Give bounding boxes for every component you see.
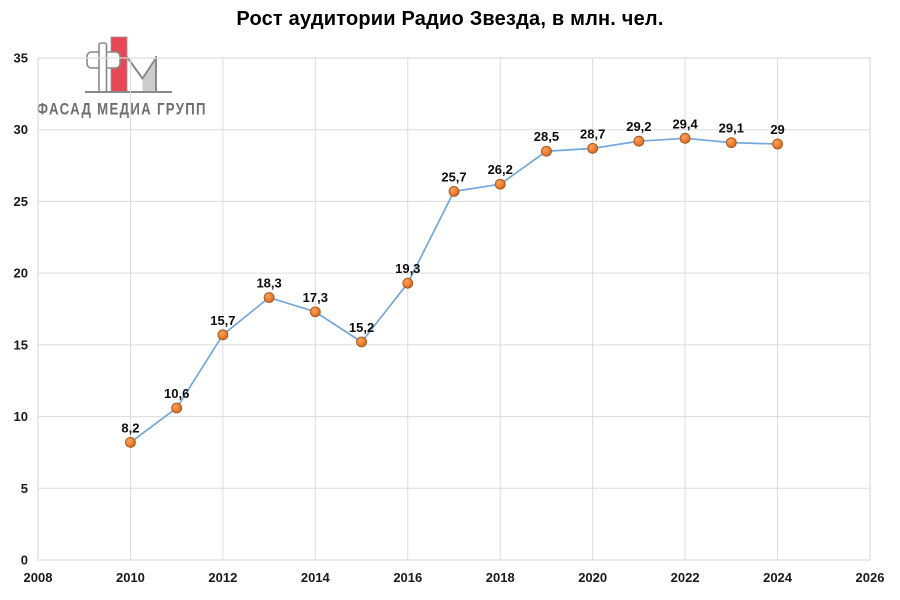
logo-fm-monogram-icon xyxy=(85,36,172,93)
chart-title: Рост аудитории Радио Звезда, в млн. чел. xyxy=(236,8,664,30)
data-point-label: 10,6 xyxy=(164,386,189,401)
plot-border xyxy=(37,57,871,561)
y-tick-label: 10 xyxy=(14,409,28,424)
x-axis-tick-labels: 2008 2010 2012 2014 2016 2018 2020 2022 2024 2026 xyxy=(24,570,885,585)
data-point-marker xyxy=(587,142,599,154)
data-point-label: 29,1 xyxy=(719,121,744,136)
logo: ФАСАД МЕДИА ГРУПП xyxy=(0,0,230,130)
data-point-marker xyxy=(217,329,229,341)
y-tick-label: 25 xyxy=(14,194,28,209)
x-tick-label: 2018 xyxy=(486,570,515,585)
x-tick-label: 2008 xyxy=(24,570,53,585)
data-point-label: 15,2 xyxy=(349,320,374,335)
x-tick-label: 2016 xyxy=(393,570,422,585)
data-point-marker xyxy=(171,402,183,414)
data-point-label: 29,2 xyxy=(626,119,651,134)
logo-wordmark: ФАСАД МЕДИА ГРУПП xyxy=(36,100,207,119)
x-tick-label: 2010 xyxy=(116,570,145,585)
data-point-label: 8,2 xyxy=(121,420,139,435)
y-tick-label: 0 xyxy=(21,553,28,568)
data-point-label: 17,3 xyxy=(303,290,328,305)
data-point-marker xyxy=(679,132,691,144)
data-point-marker xyxy=(263,292,275,303)
y-tick-label: 20 xyxy=(14,266,28,281)
y-tick-label: 5 xyxy=(21,481,28,496)
data-point-label: 26,2 xyxy=(488,162,513,177)
data-point-marker xyxy=(633,135,645,147)
data-point-marker xyxy=(356,336,367,348)
data-point-marker xyxy=(725,137,737,149)
data-point-marker xyxy=(448,185,460,197)
data-point-label: 25,7 xyxy=(441,169,466,184)
data-labels: 8,2 10,6 15,7 18,3 17,3 15,2 19,3 25,7 26,2 28,5 2… xyxy=(121,116,784,435)
logo-m-strokes xyxy=(126,56,157,92)
data-point-marker xyxy=(402,277,414,289)
data-point-marker xyxy=(125,436,136,448)
data-point-label: 15,7 xyxy=(210,313,235,328)
x-tick-label: 2024 xyxy=(763,570,793,585)
x-tick-label: 2020 xyxy=(578,570,607,585)
data-point-label: 28,7 xyxy=(580,126,605,141)
x-tick-label: 2022 xyxy=(671,570,700,585)
x-tick-label: 2012 xyxy=(208,570,237,585)
logo-m-shade xyxy=(142,58,156,92)
y-tick-label: 35 xyxy=(14,51,28,66)
data-point-marker xyxy=(541,145,552,157)
data-point-label: 29 xyxy=(770,122,784,137)
data-point-label: 28,5 xyxy=(534,129,559,144)
data-point-label: 18,3 xyxy=(256,276,281,291)
x-tick-label: 2014 xyxy=(301,570,331,585)
data-point-label: 29,4 xyxy=(672,116,698,131)
x-tick-label: 2026 xyxy=(856,570,885,585)
data-point-label: 19,3 xyxy=(395,261,420,276)
data-point-marker xyxy=(494,178,506,190)
series-markers xyxy=(125,132,783,448)
gridlines xyxy=(37,57,871,561)
y-tick-label: 15 xyxy=(14,337,28,352)
y-axis-tick-labels: 0 5 10 15 20 25 30 35 xyxy=(14,51,28,568)
y-tick-label: 30 xyxy=(14,122,28,137)
data-point-marker xyxy=(772,138,783,150)
data-point-marker xyxy=(309,306,321,318)
